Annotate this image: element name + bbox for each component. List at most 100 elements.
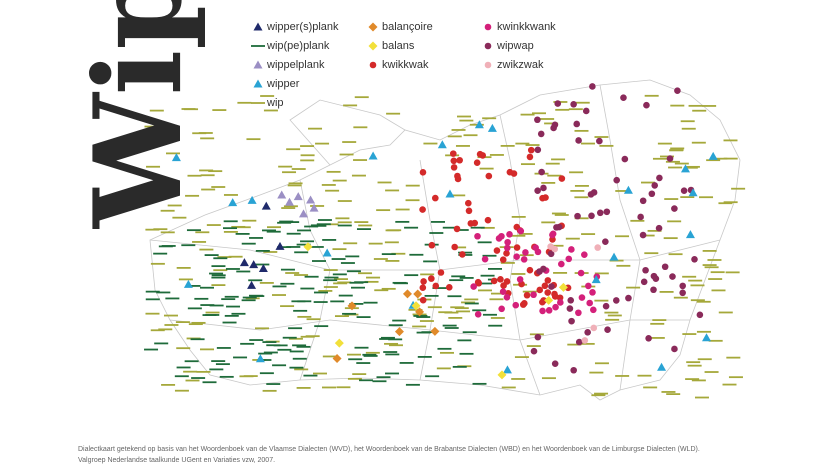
map-symbol — [539, 298, 546, 306]
legend: wipper(s)plank wip(pe)plank wippelplank wip… — [251, 21, 556, 109]
map-symbol — [299, 209, 309, 218]
map-symbol — [679, 289, 686, 297]
map-symbol — [459, 251, 466, 258]
map-symbol — [620, 94, 627, 101]
map-symbol — [575, 338, 583, 346]
map-symbol — [449, 150, 457, 157]
map-symbol — [495, 235, 503, 242]
map-symbol — [453, 225, 461, 233]
legend-symbol — [368, 22, 378, 32]
map-symbol — [691, 255, 698, 263]
map-symbol — [585, 282, 592, 290]
legend-symbol — [484, 42, 492, 50]
map-symbol — [485, 172, 493, 180]
legend-label: wip — [266, 97, 284, 109]
map-symbol — [669, 273, 676, 280]
map-symbol — [584, 329, 591, 336]
map-symbol — [498, 305, 505, 313]
map-symbol — [239, 258, 249, 267]
map-symbol — [671, 205, 678, 212]
map-symbol — [513, 253, 520, 260]
map-symbol — [431, 194, 439, 202]
map-symbol — [503, 293, 511, 301]
map-symbol — [497, 276, 504, 283]
map-symbol — [567, 296, 575, 304]
map-symbol — [258, 263, 268, 272]
map-symbol — [581, 251, 588, 258]
map-symbol — [275, 241, 285, 250]
map-symbol — [685, 230, 695, 239]
legend-label: balans — [382, 40, 415, 52]
map-symbol — [428, 241, 436, 249]
map-symbol — [680, 164, 690, 173]
legend-label: kwikkwak — [382, 59, 429, 71]
map-symbol — [249, 260, 259, 269]
map-symbol — [513, 244, 521, 251]
map-symbol — [465, 199, 472, 207]
map-symbol — [481, 255, 489, 263]
map-symbol — [544, 289, 552, 296]
map-symbol — [534, 146, 542, 154]
map-symbol — [558, 175, 566, 182]
map-symbol — [655, 224, 663, 232]
map-symbol — [247, 280, 257, 289]
map-symbol — [666, 155, 674, 162]
legend-symbol — [484, 23, 492, 31]
map-symbol — [549, 230, 557, 238]
map-symbol — [183, 279, 193, 288]
map-symbol — [413, 289, 423, 299]
map-symbol — [547, 250, 555, 258]
map-symbol — [537, 130, 545, 138]
map-symbol — [534, 333, 542, 341]
map-symbol — [558, 282, 568, 292]
map-symbol — [596, 209, 604, 217]
map-symbol — [484, 216, 492, 224]
map-symbol — [293, 192, 303, 201]
map-symbol — [639, 231, 647, 239]
map-symbol — [456, 156, 463, 164]
map-symbol — [506, 231, 513, 238]
map-symbol — [526, 153, 534, 161]
map-symbol — [565, 255, 573, 263]
map-symbol — [510, 170, 518, 177]
map-symbol — [394, 327, 404, 337]
map-symbol — [587, 191, 595, 198]
map-symbol — [558, 260, 565, 268]
map-symbol — [568, 317, 575, 325]
legend-label: wippelplank — [266, 59, 325, 71]
map-symbol — [656, 174, 663, 182]
map-symbol — [702, 333, 712, 342]
map-symbol — [696, 311, 704, 319]
map-symbol — [530, 291, 537, 299]
map-symbol — [650, 286, 657, 294]
map-symbol — [450, 164, 458, 171]
map-symbol — [625, 294, 632, 302]
map-symbol — [490, 277, 498, 285]
map-symbol — [473, 159, 481, 167]
map-symbol — [574, 212, 581, 220]
legend-label: kwinkkwank — [497, 21, 556, 33]
map-symbol — [621, 155, 629, 163]
map-symbol — [171, 153, 181, 162]
map-symbol — [368, 151, 378, 160]
map-symbol — [503, 250, 510, 257]
map-symbol — [411, 301, 421, 311]
map-symbol — [680, 187, 688, 194]
map-symbol — [419, 169, 427, 176]
map-symbol — [247, 195, 257, 204]
map-symbol — [603, 208, 611, 216]
map-symbol — [613, 176, 620, 184]
map-symbol — [581, 337, 589, 344]
map-symbol — [639, 197, 647, 205]
map-symbol — [708, 151, 718, 160]
map-symbol — [643, 101, 650, 109]
map-symbol — [568, 246, 575, 253]
legend-label: zwikzwak — [497, 59, 544, 71]
map-symbol — [609, 252, 619, 261]
legend-symbol — [369, 61, 377, 69]
map-symbol — [551, 293, 559, 300]
map-symbol — [536, 286, 544, 294]
map-symbol — [552, 303, 559, 311]
map-symbol — [487, 123, 497, 132]
map-symbol — [604, 326, 611, 334]
